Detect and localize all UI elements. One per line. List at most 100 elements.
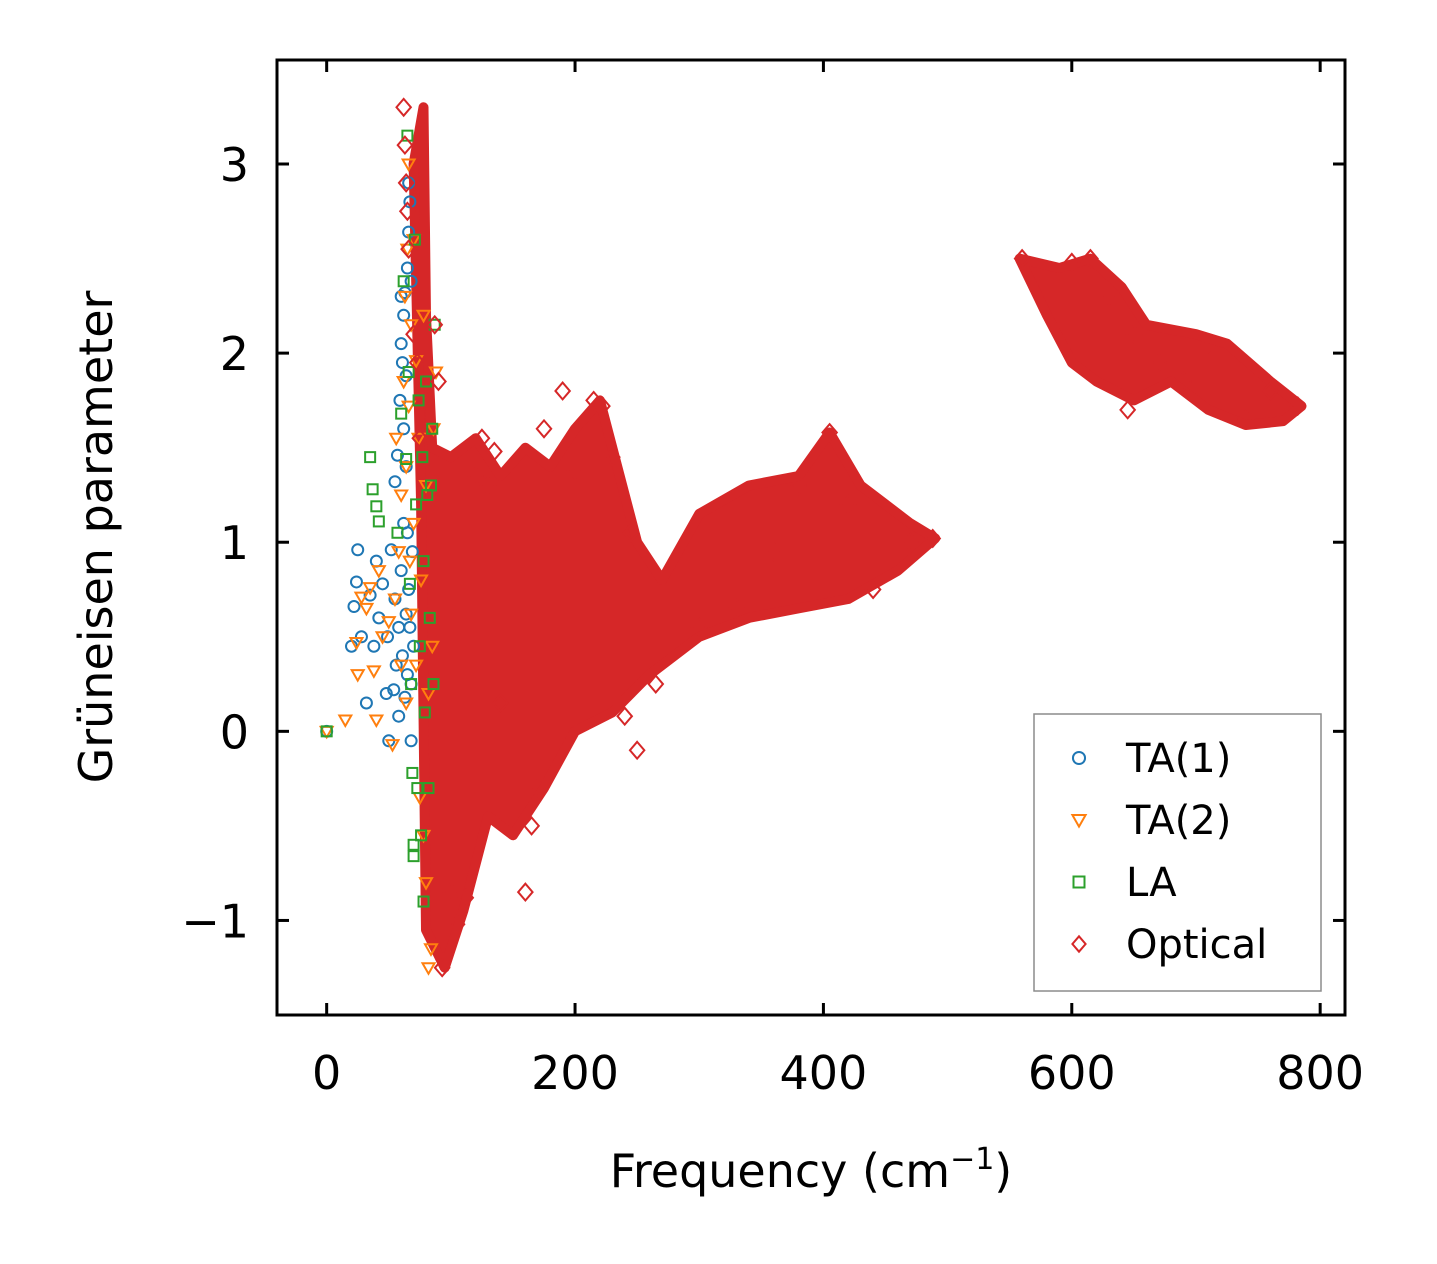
legend-label: LA — [1126, 860, 1177, 906]
data-point — [388, 475, 402, 489]
data-point — [424, 479, 437, 492]
data-point — [381, 616, 397, 630]
data-point — [376, 577, 390, 591]
data-point — [1150, 352, 1168, 373]
data-point — [405, 678, 418, 691]
data-point — [413, 574, 429, 589]
legend-label: Optical — [1126, 922, 1267, 968]
data-point — [516, 882, 534, 903]
x-tick-label: 200 — [531, 1046, 619, 1100]
x-axis-title: Frequency (cm−1) — [610, 1142, 1013, 1198]
data-point — [523, 815, 541, 836]
data-point — [405, 324, 423, 345]
data-point — [400, 453, 413, 466]
data-point — [395, 97, 413, 118]
series-la — [320, 129, 441, 908]
optical-cluster-1 — [408, 102, 941, 973]
data-point — [398, 201, 416, 222]
data-point — [1063, 252, 1081, 273]
data-point — [395, 649, 409, 663]
data-point — [647, 674, 665, 694]
data-point — [585, 390, 603, 411]
data-point — [839, 494, 857, 515]
data-point — [391, 526, 404, 539]
data-point — [367, 639, 381, 653]
data-point — [622, 522, 640, 543]
legend-item: LA — [1072, 860, 1177, 906]
data-point — [1125, 324, 1143, 345]
data-point — [369, 554, 383, 568]
data-point — [411, 428, 429, 449]
data-point — [393, 489, 409, 503]
data-point — [384, 739, 401, 753]
data-point — [348, 636, 365, 651]
legend-box — [1033, 713, 1322, 992]
data-point — [359, 696, 373, 710]
data-point — [403, 620, 417, 634]
data-point — [417, 555, 430, 568]
legend-item: Optical — [1071, 922, 1267, 968]
data-point — [407, 838, 420, 851]
data-point — [408, 352, 426, 373]
data-point — [410, 498, 423, 511]
data-point — [362, 582, 378, 596]
data-point — [412, 394, 425, 407]
data-point — [1237, 409, 1255, 430]
y-tick-label: 2 — [220, 327, 249, 381]
data-point — [1261, 381, 1280, 401]
data-point — [372, 515, 385, 528]
data-point — [370, 500, 383, 513]
x-tick-label: 600 — [1028, 1046, 1116, 1100]
data-point — [351, 543, 365, 557]
legend-marker — [1071, 750, 1087, 766]
data-point — [408, 659, 424, 674]
data-point — [418, 706, 431, 719]
data-point — [397, 172, 415, 193]
data-point — [402, 555, 418, 570]
series-optical — [395, 97, 1307, 978]
data-point — [394, 564, 408, 578]
data-point — [424, 640, 440, 655]
data-point — [426, 422, 439, 435]
data-point — [410, 432, 427, 447]
plot-area — [318, 97, 1307, 978]
data-point — [392, 620, 406, 634]
data-point — [405, 517, 422, 532]
data-point — [492, 693, 510, 713]
data-point — [924, 528, 942, 549]
data-point — [400, 158, 417, 173]
data-point — [395, 407, 408, 420]
legend-marker — [1072, 875, 1086, 889]
data-point — [396, 135, 414, 156]
data-point — [616, 706, 634, 727]
data-point — [429, 371, 447, 392]
data-point — [392, 709, 406, 723]
data-point — [442, 882, 460, 903]
y-tick-label: −1 — [181, 894, 249, 948]
legend-marker — [1070, 814, 1088, 829]
data-point — [566, 460, 584, 481]
legend: TA(1) TA(2) LA Optical — [1033, 713, 1322, 992]
data-point — [406, 766, 419, 779]
data-point — [366, 665, 382, 679]
data-point — [457, 887, 475, 908]
data-point — [1100, 286, 1118, 307]
data-point — [535, 418, 553, 439]
legend-label: TA(1) — [1125, 736, 1231, 782]
data-point — [388, 432, 404, 447]
y-tick-label: 1 — [220, 516, 249, 570]
data-point — [393, 393, 407, 407]
data-point — [407, 850, 420, 863]
data-point — [400, 400, 417, 415]
data-point — [404, 677, 418, 691]
data-point — [426, 314, 444, 335]
data-point — [403, 577, 416, 590]
data-point — [1289, 396, 1307, 417]
data-point — [347, 600, 361, 614]
data-point — [418, 877, 434, 891]
legend-marker — [1071, 934, 1087, 954]
data-point — [397, 422, 411, 436]
data-point — [485, 441, 503, 462]
data-point — [727, 598, 746, 619]
data-point — [404, 274, 418, 288]
